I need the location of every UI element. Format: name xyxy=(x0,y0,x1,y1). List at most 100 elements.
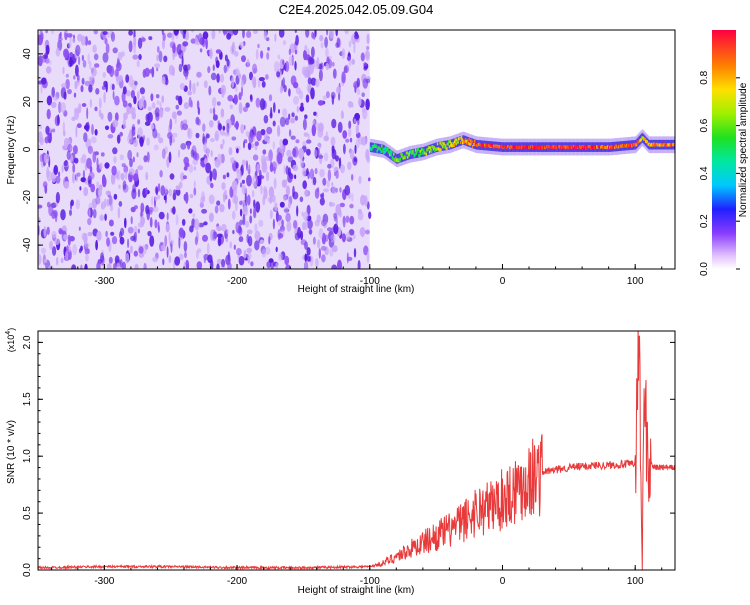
noise-speck xyxy=(216,258,223,265)
noise-speck xyxy=(341,233,346,243)
noise-speck xyxy=(272,120,276,127)
noise-speck xyxy=(56,256,59,266)
noise-speck xyxy=(341,71,346,84)
noise-speck xyxy=(320,193,323,198)
noise-speck xyxy=(228,147,233,156)
noise-speck xyxy=(306,148,311,156)
noise-speck xyxy=(349,149,355,160)
noise-speck xyxy=(203,80,208,89)
noise-speck xyxy=(184,191,189,204)
track-point xyxy=(384,150,386,154)
noise-speck xyxy=(136,60,140,68)
noise-speck xyxy=(134,263,139,269)
track-point xyxy=(470,142,473,146)
noise-speck xyxy=(251,76,257,86)
noise-speck xyxy=(360,194,366,206)
noise-speck xyxy=(154,219,158,229)
noise-speck xyxy=(210,149,213,158)
track-point xyxy=(385,146,387,150)
noise-speck xyxy=(230,157,235,164)
noise-speck xyxy=(127,134,133,145)
noise-speck xyxy=(306,204,311,216)
track-point xyxy=(438,148,441,152)
noise-speck xyxy=(49,240,54,250)
noise-speck xyxy=(293,146,299,158)
noise-speck xyxy=(228,254,231,265)
noise-speck xyxy=(163,195,167,201)
track-band xyxy=(424,146,427,156)
noise-speck xyxy=(53,164,59,176)
noise-speck xyxy=(198,222,205,228)
noise-speck xyxy=(40,32,44,41)
noise-speck xyxy=(306,255,311,262)
noise-speck xyxy=(164,107,171,112)
noise-speck xyxy=(294,30,297,34)
noise-speck xyxy=(121,163,126,168)
noise-speck xyxy=(325,63,330,71)
noise-speck xyxy=(341,111,344,119)
noise-speck xyxy=(159,170,163,178)
noise-speck xyxy=(319,197,325,206)
noise-speck xyxy=(80,264,83,269)
track-point xyxy=(470,139,472,143)
noise-speck xyxy=(302,118,307,131)
noise-speck xyxy=(212,64,215,71)
track-band xyxy=(438,141,440,152)
noise-speck xyxy=(46,108,51,120)
noise-speck xyxy=(206,242,210,255)
track-point xyxy=(473,143,475,146)
noise-speck xyxy=(68,245,72,253)
noise-speck xyxy=(208,120,214,128)
track-band xyxy=(439,141,442,152)
noise-speck xyxy=(96,181,100,189)
noise-speck xyxy=(366,201,370,210)
snr-x-ticks: -300 -200 -100 0 100 xyxy=(50,565,663,587)
noise-speck xyxy=(316,214,321,223)
track-band xyxy=(409,149,411,160)
snr-multiplier-close: ) xyxy=(6,328,16,331)
noise-speck xyxy=(226,172,230,178)
noise-speck xyxy=(184,72,188,80)
track-point xyxy=(394,159,396,163)
noise-speck xyxy=(299,105,305,112)
colorbar-tick-label: 0.0 xyxy=(699,262,710,276)
noise-speck xyxy=(71,264,77,269)
track-point xyxy=(406,155,409,159)
noise-speck xyxy=(152,128,158,139)
noise-speck xyxy=(182,41,189,47)
noise-speck xyxy=(49,60,52,65)
noise-speck xyxy=(358,175,362,184)
noise-speck xyxy=(210,182,214,189)
noise-speck xyxy=(312,176,317,186)
noise-speck xyxy=(296,105,299,113)
noise-speck xyxy=(209,48,213,59)
noise-speck xyxy=(127,149,133,161)
track-point xyxy=(454,140,456,144)
noise-speck xyxy=(72,37,76,44)
noise-speck xyxy=(206,147,210,159)
noise-speck xyxy=(107,111,113,122)
noise-speck xyxy=(51,230,57,239)
noise-speck xyxy=(194,236,198,246)
track-point xyxy=(417,147,419,151)
noise-speck xyxy=(207,254,213,263)
noise-speck xyxy=(244,192,247,204)
noise-speck xyxy=(97,188,102,197)
noise-speck xyxy=(323,152,329,162)
track-point xyxy=(419,150,421,153)
noise-speck xyxy=(111,236,118,245)
noise-speck xyxy=(104,213,107,221)
x-tick-label: 0 xyxy=(500,276,506,287)
noise-speck xyxy=(132,54,139,60)
noise-speck xyxy=(120,227,125,236)
noise-speck xyxy=(331,148,337,160)
noise-speck xyxy=(223,30,226,36)
noise-speck xyxy=(110,31,116,42)
track-point xyxy=(415,151,418,155)
noise-speck xyxy=(122,118,126,129)
noise-speck xyxy=(235,221,240,233)
noise-speck xyxy=(88,76,93,82)
noise-speck xyxy=(288,201,291,209)
noise-speck xyxy=(269,163,274,173)
noise-speck xyxy=(322,177,327,186)
